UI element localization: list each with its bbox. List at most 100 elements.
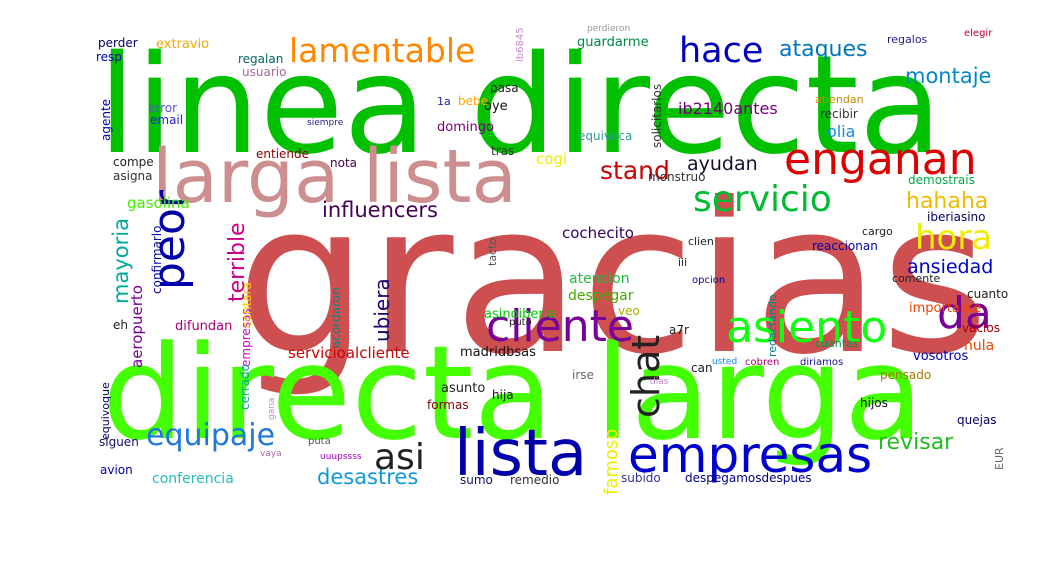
word: asinoiberia — [484, 307, 556, 322]
word: directa larga — [102, 317, 924, 469]
word: famoso — [601, 428, 622, 495]
word: ayudan — [687, 153, 758, 175]
word: larga lista — [152, 134, 517, 220]
word: vaya — [260, 449, 282, 459]
word: cuanto — [967, 287, 1009, 301]
word: olia — [827, 122, 856, 141]
word: servicioalcliente — [288, 344, 410, 362]
word: iii — [678, 256, 688, 269]
word: gasolina — [127, 194, 190, 212]
word: asi — [374, 437, 425, 478]
word: usted — [712, 357, 738, 367]
word: tras — [491, 144, 515, 158]
word: vosotros — [913, 349, 969, 364]
word: sumo — [460, 473, 493, 487]
word: desastres — [317, 465, 419, 489]
word: bebe — [458, 94, 488, 108]
word: recibir — [820, 107, 858, 121]
word: hahaha — [906, 189, 989, 214]
word: conferencia — [152, 471, 234, 487]
word: diriamos — [800, 357, 844, 368]
word: demostrais — [908, 173, 975, 187]
word: dias — [650, 377, 669, 387]
word: entiende — [256, 147, 310, 161]
word: puta — [308, 436, 331, 447]
word: acordaron — [329, 287, 343, 348]
word: guardarme — [577, 35, 649, 50]
word: confirmarlo — [150, 225, 164, 294]
word: regalos — [887, 33, 928, 46]
word: puto — [509, 317, 532, 328]
word: equivoca — [578, 129, 633, 143]
word: cliente — [486, 301, 634, 352]
word: gana — [267, 397, 277, 420]
word: hija — [492, 388, 514, 402]
word: cobren — [745, 357, 780, 368]
word: hace — [679, 31, 764, 71]
word: avion — [100, 463, 133, 477]
word: iberiasino — [927, 210, 986, 224]
word: a7r — [669, 323, 689, 337]
word: asunto — [441, 381, 486, 396]
word: nula — [964, 338, 995, 354]
word: regalan — [238, 52, 284, 66]
word: stand — [600, 156, 670, 185]
word: importante — [909, 301, 982, 316]
word: veo — [618, 304, 640, 318]
word: cogi — [536, 150, 568, 168]
word: cerrado — [238, 364, 252, 410]
word: servicio — [693, 179, 832, 220]
word: EUR — [993, 447, 1006, 470]
word: siguen — [99, 435, 139, 449]
word: empresas — [628, 426, 873, 484]
word: enganan — [784, 134, 977, 185]
word: cochecito — [562, 224, 634, 242]
word: eh — [113, 318, 128, 332]
word: nota — [330, 156, 358, 170]
word: ansiedad — [907, 256, 994, 278]
word: equipaje — [146, 418, 276, 453]
word: irse — [572, 368, 594, 382]
word: 1a — [437, 95, 451, 108]
word: comente — [892, 272, 941, 285]
word: usuario — [242, 65, 287, 79]
word: formas — [427, 398, 469, 412]
word: can — [691, 361, 713, 375]
word: difundan — [175, 319, 233, 334]
word: resp — [96, 50, 122, 64]
word: linea directa — [98, 27, 943, 185]
word: email — [150, 113, 184, 127]
word: asigna — [113, 169, 153, 183]
word: quejas — [957, 413, 997, 427]
word: atiendan — [815, 93, 864, 106]
word: equivoque — [99, 382, 112, 440]
word: elegir — [964, 28, 993, 39]
word: clien — [688, 235, 714, 248]
word: hora — [915, 218, 993, 258]
word: influencers — [322, 198, 438, 222]
word: pensado — [880, 368, 932, 382]
word: vacios — [962, 321, 1000, 335]
word: solicitarlos — [650, 83, 664, 148]
word: despegamosdespues — [685, 471, 812, 485]
word: cuantas — [815, 337, 859, 350]
word: hijos — [860, 396, 888, 410]
word: lista — [454, 417, 588, 491]
word: opcion — [692, 275, 726, 286]
word: pasa — [490, 81, 519, 95]
word: siempre — [307, 118, 344, 128]
word: asiento — [726, 302, 888, 353]
word: oye — [484, 99, 508, 114]
word: extravio — [156, 37, 210, 52]
word: ataques — [779, 37, 868, 62]
word: tacto — [486, 237, 499, 266]
word: perdieron — [587, 24, 631, 34]
word: domingo — [437, 120, 494, 135]
word: montaje — [905, 64, 992, 88]
word: da — [937, 288, 992, 339]
word: gracias — [236, 159, 989, 401]
word: agente — [99, 98, 113, 141]
word: redactando — [766, 294, 779, 357]
word: despegar — [568, 288, 634, 304]
